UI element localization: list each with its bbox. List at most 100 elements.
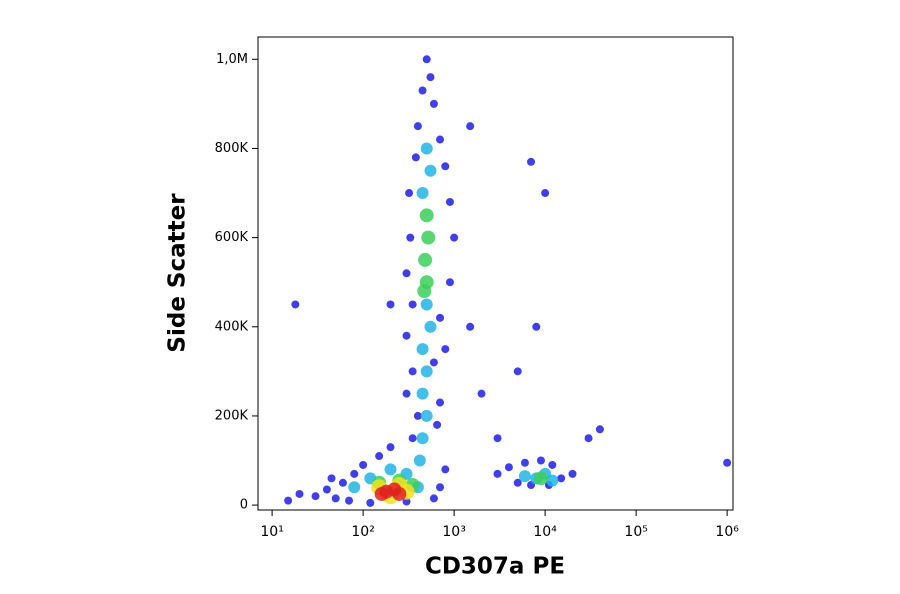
point bbox=[493, 434, 502, 443]
point bbox=[295, 489, 304, 498]
point bbox=[527, 157, 536, 166]
point bbox=[386, 443, 395, 452]
point bbox=[436, 135, 445, 144]
point bbox=[359, 460, 368, 469]
point bbox=[413, 454, 426, 467]
y-axis-title: Side Scatter bbox=[165, 193, 191, 353]
point bbox=[445, 278, 454, 287]
point bbox=[402, 269, 411, 278]
point bbox=[504, 463, 513, 472]
x-axis-title: CD307a PE bbox=[425, 554, 565, 580]
point bbox=[493, 469, 502, 478]
point bbox=[413, 411, 422, 420]
point bbox=[429, 358, 438, 367]
point bbox=[445, 197, 454, 206]
point bbox=[436, 483, 445, 492]
point bbox=[541, 189, 550, 198]
point bbox=[595, 425, 604, 434]
y-tick-label: 200K bbox=[215, 408, 249, 423]
point bbox=[418, 86, 427, 95]
point bbox=[416, 187, 429, 200]
point bbox=[441, 162, 450, 171]
point bbox=[416, 432, 429, 445]
point bbox=[408, 367, 417, 376]
point bbox=[441, 465, 450, 474]
point bbox=[350, 469, 359, 478]
point bbox=[421, 230, 436, 245]
point bbox=[386, 300, 395, 309]
point bbox=[284, 496, 293, 505]
plot-frame bbox=[257, 36, 734, 511]
point bbox=[408, 300, 417, 309]
y-tick-label: 0 bbox=[240, 498, 248, 513]
point bbox=[532, 322, 541, 331]
point bbox=[291, 300, 300, 309]
point bbox=[429, 99, 438, 108]
point bbox=[345, 496, 354, 505]
point bbox=[331, 494, 340, 503]
point bbox=[413, 122, 422, 131]
point bbox=[424, 164, 437, 177]
point bbox=[513, 367, 522, 376]
point bbox=[568, 469, 577, 478]
point bbox=[441, 345, 450, 354]
point bbox=[557, 474, 566, 483]
point bbox=[411, 153, 420, 162]
point bbox=[426, 73, 435, 82]
point bbox=[374, 486, 389, 501]
point bbox=[348, 481, 361, 494]
point bbox=[518, 470, 531, 483]
point bbox=[466, 122, 475, 131]
point bbox=[546, 474, 559, 487]
point bbox=[311, 492, 320, 501]
point bbox=[429, 494, 438, 503]
point bbox=[405, 189, 414, 198]
point bbox=[723, 458, 732, 467]
point bbox=[422, 55, 431, 64]
y-tick-label: 400K bbox=[215, 319, 249, 334]
point bbox=[417, 284, 432, 299]
y-tick-label: 800K bbox=[215, 141, 249, 156]
point bbox=[433, 420, 442, 429]
point bbox=[584, 434, 593, 443]
point bbox=[406, 233, 415, 242]
point bbox=[338, 478, 347, 487]
point bbox=[424, 320, 437, 333]
point bbox=[450, 233, 459, 242]
point bbox=[416, 343, 429, 356]
point bbox=[416, 387, 429, 400]
point bbox=[392, 486, 407, 501]
point bbox=[366, 498, 375, 507]
point bbox=[513, 478, 522, 487]
x-tick-label: 10⁴ bbox=[533, 524, 557, 540]
x-tick-label: 10⁶ bbox=[715, 524, 739, 540]
y-tick-label: 1,0M bbox=[216, 52, 248, 67]
point bbox=[536, 456, 545, 465]
point bbox=[436, 313, 445, 322]
point bbox=[419, 208, 434, 223]
point bbox=[418, 252, 433, 267]
point bbox=[420, 409, 433, 422]
point bbox=[436, 398, 445, 407]
point bbox=[420, 298, 433, 311]
point bbox=[477, 389, 486, 398]
point bbox=[375, 452, 384, 461]
x-tick-label: 10³ bbox=[442, 524, 465, 540]
point bbox=[402, 331, 411, 340]
point bbox=[327, 474, 336, 483]
point bbox=[408, 434, 417, 443]
x-tick-label: 10¹ bbox=[260, 524, 283, 540]
point bbox=[420, 365, 433, 378]
x-tick-label: 10⁵ bbox=[624, 524, 647, 540]
point bbox=[402, 497, 411, 506]
point bbox=[548, 460, 557, 469]
point bbox=[322, 485, 331, 494]
point bbox=[466, 322, 475, 331]
point bbox=[533, 471, 548, 486]
point bbox=[384, 463, 397, 476]
point bbox=[402, 389, 411, 398]
point bbox=[420, 142, 433, 155]
y-tick-label: 600K bbox=[215, 230, 249, 245]
